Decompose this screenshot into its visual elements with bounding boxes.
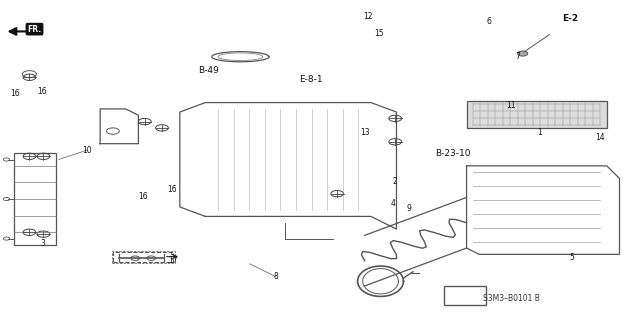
Text: 16: 16	[139, 192, 148, 201]
Text: 5: 5	[569, 253, 574, 262]
Bar	[444, 286, 486, 305]
Text: 13: 13	[360, 128, 369, 137]
Circle shape	[518, 51, 528, 56]
Text: FR.: FR.	[28, 25, 42, 33]
Text: S3M3–B0101 B: S3M3–B0101 B	[483, 294, 540, 303]
Text: 16: 16	[36, 87, 46, 96]
Text: 14: 14	[596, 133, 605, 142]
Bar	[467, 101, 607, 128]
Text: 10: 10	[83, 145, 92, 154]
Text: 1: 1	[538, 128, 542, 137]
Text: B-49: B-49	[198, 66, 218, 76]
Text: 17: 17	[168, 256, 179, 265]
Text: 16: 16	[167, 185, 177, 194]
Text: B-23-10: B-23-10	[435, 149, 470, 158]
Text: 15: 15	[374, 28, 383, 38]
Bar	[111, 251, 175, 263]
Text: 11: 11	[506, 101, 516, 110]
Text: 12: 12	[363, 12, 372, 21]
Bar	[14, 153, 56, 245]
Text: 2: 2	[393, 177, 397, 186]
Text: 7: 7	[515, 52, 520, 61]
Text: 8: 8	[273, 272, 278, 281]
Text: E-8-1: E-8-1	[300, 75, 323, 84]
Text: 16: 16	[11, 89, 20, 98]
Text: 4: 4	[391, 199, 396, 208]
Text: E-2: E-2	[562, 14, 579, 23]
Bar	[113, 252, 173, 262]
Text: 6: 6	[486, 18, 492, 26]
Text: 9: 9	[407, 204, 412, 213]
Text: 3: 3	[40, 239, 45, 248]
